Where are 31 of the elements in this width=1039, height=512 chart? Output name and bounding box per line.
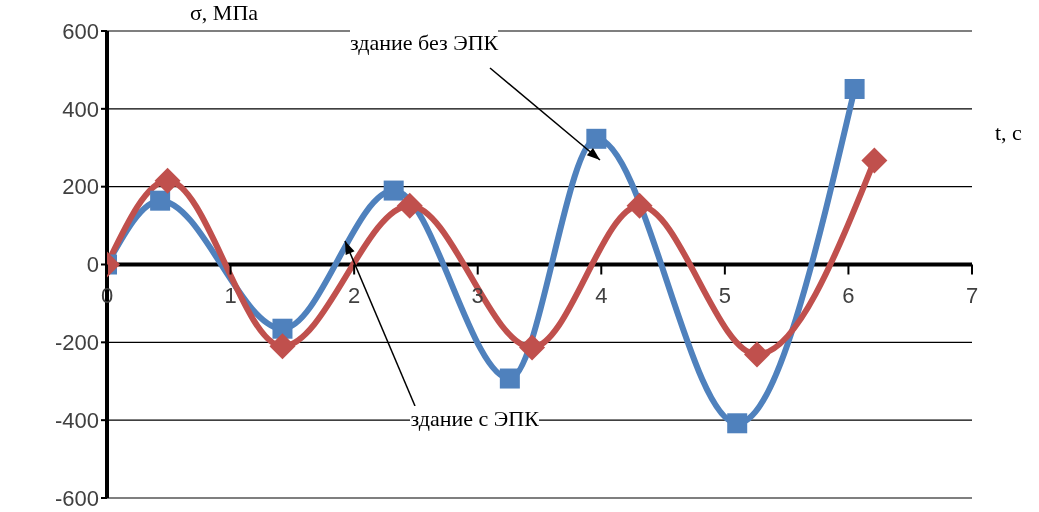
point [743, 341, 770, 368]
point [383, 180, 404, 201]
y-tick-label: -400 [54, 407, 99, 433]
point [586, 128, 607, 149]
point [727, 413, 748, 434]
y-axis-title: σ, МПа [190, 0, 259, 26]
point [626, 192, 653, 219]
annotation: здание с ЭПК [410, 406, 539, 433]
y-tick-label: 200 [62, 174, 99, 200]
x-tick-label: 7 [965, 282, 979, 308]
point [150, 190, 171, 211]
annotation: здание без ЭПК [350, 30, 499, 56]
point [154, 167, 181, 194]
y-tick-label: 600 [62, 18, 99, 44]
point [519, 334, 546, 361]
point [844, 78, 865, 99]
x-axis-title: t, с [995, 120, 1022, 146]
x-tick-label: 6 [842, 282, 855, 308]
y-tick-label: 400 [62, 96, 99, 122]
x-tick-label: 5 [718, 282, 731, 308]
y-tick-label: -200 [54, 330, 99, 356]
x-tick-label: 1 [224, 282, 237, 308]
point [269, 333, 296, 360]
x-tick-label: 2 [348, 282, 361, 308]
point [272, 318, 293, 339]
x-tick-label: 4 [595, 282, 608, 308]
point [861, 147, 888, 174]
point [396, 192, 423, 219]
point [499, 368, 520, 389]
y-tick-label: -600 [54, 485, 99, 511]
y-tick-label: 0 [86, 252, 99, 278]
